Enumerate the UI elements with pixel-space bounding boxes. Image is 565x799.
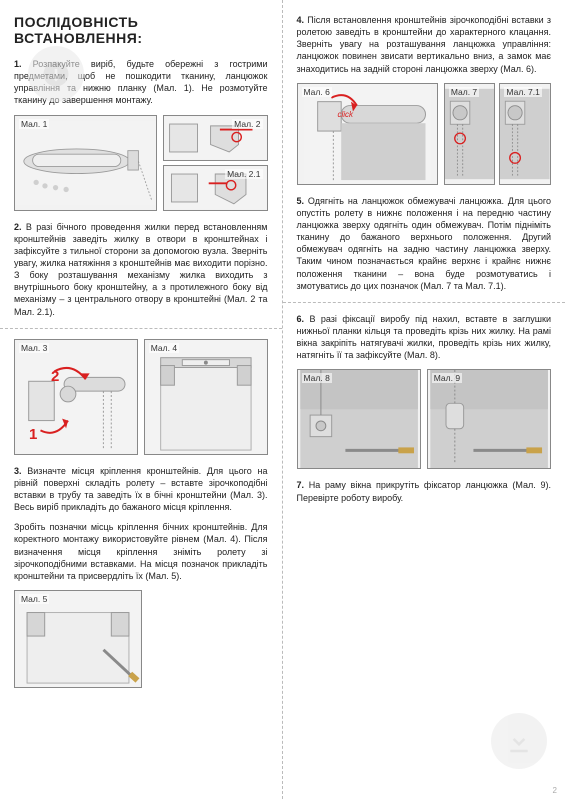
page-title: ПОСЛІДОВНІСТЬ ВСТАНОВЛЕННЯ: <box>14 14 268 46</box>
step-3b: Зробіть позначки місць кріплення бічних … <box>14 521 268 582</box>
figure-label: Мал. 7 <box>449 87 479 97</box>
figure-row-4: Мал. 6 click Мал. 7 <box>297 83 552 185</box>
step-2: 2. В разі бічного проведення жилки перед… <box>14 221 268 318</box>
figure-label: Мал. 9 <box>432 373 462 383</box>
figure-label: Мал. 7.1 <box>504 87 541 97</box>
figure-label: Мал. 3 <box>19 343 49 353</box>
figure-7-1: Мал. 7.1 <box>499 83 551 185</box>
step-6: 6. В разі фіксації виробу під нахил, вст… <box>297 313 552 362</box>
figure-row-2: Мал. 3 2 1 Мал. 4 <box>14 339 268 455</box>
figure-row-1: Мал. 1 Мал. 2 <box>14 115 268 211</box>
figure-5: Мал. 5 <box>14 590 142 688</box>
figure-1: Мал. 1 <box>14 115 157 211</box>
figure-label: Мал. 2 <box>232 119 262 129</box>
page-number: 2 <box>553 786 557 795</box>
figure-row-3: Мал. 5 <box>14 590 268 688</box>
figure-2-1: Мал. 2.1 <box>163 165 267 211</box>
figure-8: Мал. 8 <box>297 369 421 469</box>
step-4: 4. Після встановлення кронштейнів зірочк… <box>297 14 552 75</box>
figure-label: Мал. 6 <box>302 87 332 97</box>
separator <box>283 302 565 303</box>
separator <box>0 328 282 329</box>
figure-2: Мал. 2 <box>163 115 267 161</box>
overlay-number: 2 <box>51 368 59 385</box>
figure-6: Мал. 6 click <box>297 83 438 185</box>
step-3a: 3. Визначте місця кріплення кронштейнів.… <box>14 465 268 514</box>
figure-row-5: Мал. 8 Мал. 9 <box>297 369 552 469</box>
figure-3: Мал. 3 2 1 <box>14 339 138 455</box>
step-5: 5. Одягніть на ланцюжок обмежувачі ланцю… <box>297 195 552 292</box>
click-label: click <box>338 110 354 119</box>
figure-9: Мал. 9 <box>427 369 551 469</box>
figure-7: Мал. 7 <box>444 83 496 185</box>
figure-label: Мал. 2.1 <box>225 169 262 179</box>
figure-label: Мал. 1 <box>19 119 49 129</box>
step-7: 7. На раму вікна прикрутіть фіксатор лан… <box>297 479 552 503</box>
figure-label: Мал. 5 <box>19 594 49 604</box>
figure-label: Мал. 4 <box>149 343 179 353</box>
overlay-number: 1 <box>29 426 37 443</box>
figure-label: Мал. 8 <box>302 373 332 383</box>
figure-4: Мал. 4 <box>144 339 268 455</box>
